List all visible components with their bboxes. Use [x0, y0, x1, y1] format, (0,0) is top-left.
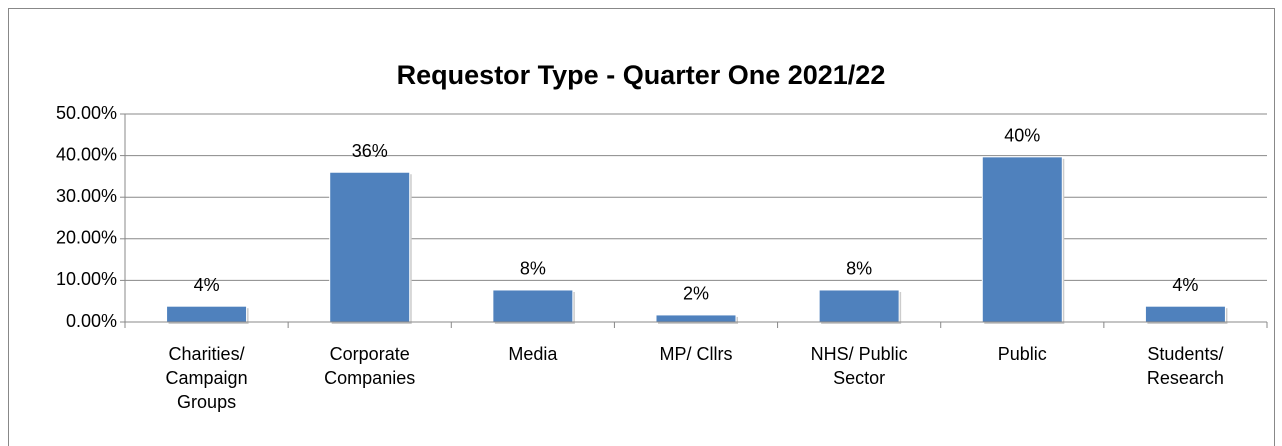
- bar: [329, 171, 411, 323]
- x-tick-label: NHS/ Public Sector: [810, 344, 908, 388]
- chart-border: [8, 8, 1275, 446]
- y-tick-label: 20.00%: [56, 228, 117, 248]
- x-tick-label: Corporate Companies: [324, 344, 416, 388]
- y-tick-label: 30.00%: [56, 186, 117, 206]
- chart-title: Requestor Type - Quarter One 2021/22: [397, 60, 886, 90]
- data-label: 4%: [1172, 275, 1198, 295]
- x-tick-label: Media: [508, 344, 558, 364]
- data-label: 8%: [846, 259, 872, 279]
- y-tick-label: 0.00%: [66, 311, 117, 331]
- x-tick-label: Students/ Research: [1146, 344, 1224, 388]
- data-label: 2%: [683, 284, 709, 304]
- data-label: 4%: [194, 275, 220, 295]
- x-tick-label: MP/ Cllrs: [659, 344, 733, 364]
- data-label: 40%: [1004, 126, 1040, 146]
- bar: [818, 289, 900, 323]
- x-tick-label: Charities/ Campaign Groups: [165, 344, 248, 412]
- data-label: 36%: [352, 141, 388, 161]
- y-tick-label: 40.00%: [56, 144, 117, 164]
- y-tick-label: 10.00%: [56, 269, 117, 289]
- bar: [981, 156, 1063, 323]
- data-label: 8%: [520, 259, 546, 279]
- bar: [492, 289, 574, 323]
- y-tick-label: 50.00%: [56, 103, 117, 123]
- bar: [655, 314, 737, 323]
- bar: [166, 305, 248, 323]
- bar: [1144, 305, 1226, 323]
- x-tick-label: Public: [997, 344, 1047, 364]
